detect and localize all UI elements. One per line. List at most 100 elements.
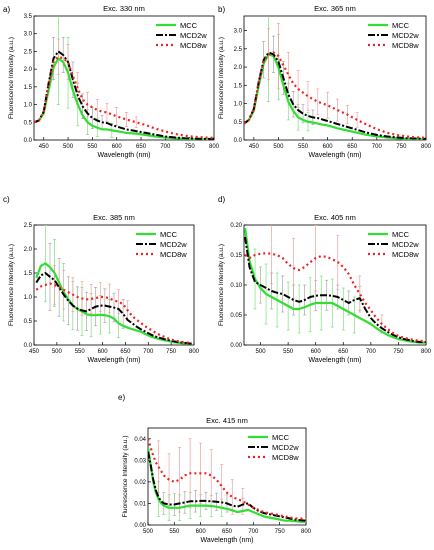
legend-label: MCC — [180, 21, 198, 30]
y-tick-label: 2.0 — [24, 247, 33, 253]
legend-label: MCC — [392, 230, 410, 239]
plot-frame — [33, 224, 195, 346]
legend-label: MCD8w — [392, 250, 419, 259]
series-line-mcd2w — [244, 51, 426, 140]
y-tick-label: 0.10 — [230, 283, 242, 289]
x-tick-label: 650 — [222, 529, 233, 535]
y-tick-label: 2.5 — [234, 47, 243, 53]
y-axis-label: Fluorescence Intensity (a.u.) — [8, 37, 15, 119]
panel-5: e) Exc. 415 nm 500 550 600 650 700 750 800 0.00 0.… — [118, 393, 312, 544]
legend-label: MCD8w — [160, 250, 187, 259]
x-axis-label: Wavelength (nm) — [308, 152, 361, 159]
series-line-mcd8w — [34, 55, 214, 139]
panel-label: c) — [3, 195, 10, 204]
x-tick-label: 600 — [196, 529, 207, 535]
x-tick-label: 600 — [323, 144, 334, 150]
x-tick-label: 550 — [169, 529, 180, 535]
x-tick-label: 500 — [63, 144, 74, 150]
series-line-mcd8w — [244, 51, 426, 139]
x-tick-label: 500 — [256, 349, 267, 355]
y-tick-label: 0.01 — [134, 501, 146, 507]
x-tick-label: 750 — [396, 144, 407, 150]
chart-title: Exc. 405 nm — [314, 213, 356, 222]
x-tick-label: 750 — [185, 144, 196, 150]
series-line-mcc — [244, 227, 426, 344]
x-axis-label: Wavelength (nm) — [308, 357, 361, 364]
series-line-mcc — [148, 447, 306, 523]
series-line-mcd2w — [35, 272, 192, 345]
y-tick-label: 0.15 — [230, 253, 242, 259]
y-tick-label: 1.5 — [234, 83, 243, 89]
y-tick-label: 0.00 — [230, 343, 242, 349]
y-tick-label: 1.0 — [234, 102, 243, 108]
legend-label: MCC — [392, 21, 410, 30]
legend-label: MCD2w — [272, 443, 299, 452]
chart-title: Exc. 385 nm — [93, 213, 135, 222]
y-tick-label: 0.5 — [234, 120, 243, 126]
panel-label: a) — [3, 5, 10, 14]
x-tick-label: 650 — [120, 349, 131, 355]
y-axis-label: Fluorescence Intensity (a.u.) — [122, 435, 129, 517]
y-tick-label: 0.04 — [134, 437, 146, 443]
y-axis-label: Fluorescence Intensity (a.u.) — [218, 37, 225, 119]
legend-label: MCD8w — [272, 453, 299, 462]
x-tick-label: 550 — [283, 349, 294, 355]
series-line-mcd8w — [244, 252, 426, 343]
legend-label: MCD2w — [180, 31, 207, 40]
y-tick-label: 0.0 — [24, 343, 33, 349]
plot-frame — [33, 15, 215, 141]
y-tick-label: 0.03 — [134, 458, 146, 464]
legend-label: MCC — [272, 433, 290, 442]
x-tick-label: 750 — [166, 349, 177, 355]
y-tick-label: 2.5 — [24, 223, 33, 229]
x-tick-label: 550 — [87, 144, 98, 150]
plot-frame — [243, 15, 427, 141]
x-tick-label: 450 — [39, 144, 50, 150]
y-axis-label: Fluorescence Intensity (a.u.) — [218, 244, 225, 326]
y-tick-label: 0.20 — [230, 223, 242, 229]
x-tick-label: 700 — [143, 349, 154, 355]
x-tick-label: 800 — [209, 144, 220, 150]
x-axis-label: Wavelength (nm) — [87, 357, 140, 364]
panel-label: b) — [218, 5, 225, 14]
x-tick-label: 600 — [112, 144, 123, 150]
x-tick-label: 750 — [393, 349, 404, 355]
x-tick-label: 800 — [421, 144, 432, 150]
panel-1: a) Exc. 330 nm 450 500 550 600 650 700 750 800 0.0… — [3, 4, 220, 159]
y-tick-label: 0.5 — [24, 120, 33, 126]
panel-label: d) — [218, 195, 225, 204]
legend-label: MCD2w — [392, 31, 419, 40]
y-tick-label: 3.0 — [24, 32, 33, 38]
y-axis-label: Fluorescence Intensity (a.u.) — [8, 244, 15, 326]
panel-3: c) Exc. 385 nm 450 500 550 600 650 700 750 800 0.0… — [3, 195, 200, 364]
y-tick-label: 3.0 — [234, 29, 243, 35]
y-tick-label: 0.05 — [230, 313, 242, 319]
x-tick-label: 650 — [136, 144, 147, 150]
y-tick-label: 2.5 — [24, 49, 33, 55]
x-tick-label: 500 — [273, 144, 284, 150]
legend-label: MCD8w — [180, 41, 207, 50]
chart-title: Exc. 365 nm — [314, 4, 356, 13]
y-tick-label: 0.0 — [234, 138, 243, 144]
series-line-mcd2w — [34, 50, 214, 140]
x-tick-label: 600 — [311, 349, 322, 355]
y-tick-label: 0.0 — [24, 138, 33, 144]
x-tick-label: 500 — [143, 529, 154, 535]
y-tick-label: 0.5 — [24, 319, 33, 325]
chart-title: Exc. 415 nm — [206, 416, 248, 425]
y-tick-label: 0.00 — [134, 523, 146, 529]
y-tick-label: 1.0 — [24, 103, 33, 109]
x-tick-label: 800 — [421, 349, 432, 355]
series-line-mcd8w — [148, 438, 306, 521]
x-tick-label: 500 — [52, 349, 63, 355]
y-tick-label: 1.0 — [24, 295, 33, 301]
x-tick-label: 450 — [249, 144, 260, 150]
series-line-mcd2w — [244, 236, 426, 343]
x-tick-label: 550 — [75, 349, 86, 355]
x-tick-label: 800 — [189, 349, 200, 355]
